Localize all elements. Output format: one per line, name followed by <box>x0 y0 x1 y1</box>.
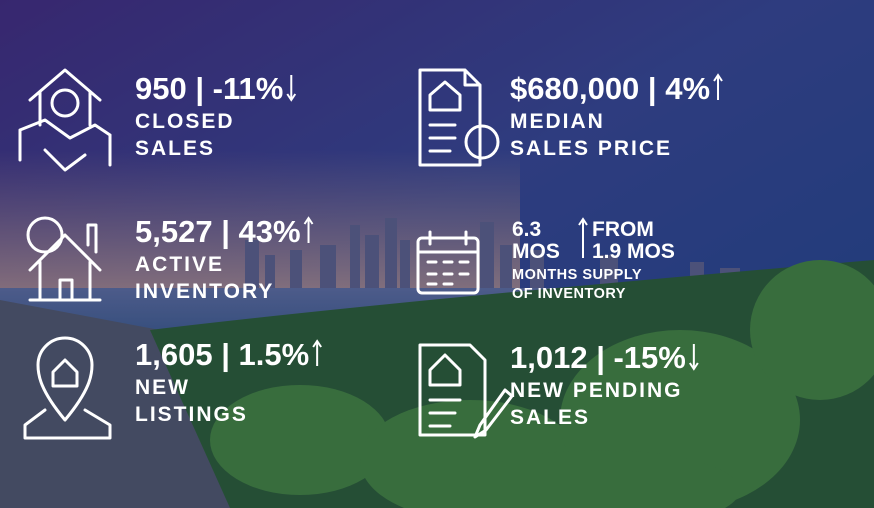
trend-arrowhead <box>312 339 322 348</box>
trend-arrowhead <box>713 73 723 82</box>
new-pending-icon <box>418 343 514 439</box>
stat-label: ACTIVE <box>135 253 224 276</box>
stat-headline: 5,527 | 43% <box>135 214 301 249</box>
months-label: MONTHS SUPPLY <box>512 267 642 283</box>
closed-sales-icon <box>18 68 112 172</box>
stat-headline: 1,012 | -15% <box>510 340 686 375</box>
active-inventory-icon <box>26 216 102 302</box>
months-change: FROM <box>592 218 654 241</box>
stat-label: SALES <box>510 406 590 429</box>
stat-label: LISTINGS <box>135 403 248 426</box>
stat-label: NEW PENDING <box>510 379 683 402</box>
months-value: MOS <box>512 240 560 263</box>
stat-label: SALES PRICE <box>510 137 672 160</box>
months-value: 6.3 <box>512 218 541 241</box>
months-change: 1.9 MOS <box>592 240 675 263</box>
icons <box>18 68 514 440</box>
months-label: OF INVENTORY <box>512 286 626 302</box>
stat-label: SALES <box>135 137 215 160</box>
stat-headline: 950 | -11% <box>135 71 283 106</box>
trend-arrowhead <box>689 362 699 371</box>
stat-label: INVENTORY <box>135 280 274 303</box>
trend-arrowhead <box>286 93 297 102</box>
stat-headline: 1,605 | 1.5% <box>135 337 309 372</box>
months-supply-icon <box>416 230 480 295</box>
trend-arrowhead <box>303 216 314 225</box>
trend-arrowhead <box>578 217 588 226</box>
stat-label: NEW <box>135 376 190 399</box>
median-price-icon <box>418 68 500 167</box>
stat-label: MEDIAN <box>510 110 605 133</box>
stat-headline: $680,000 | 4% <box>510 71 710 106</box>
new-listings-icon <box>23 336 112 440</box>
stat-label: CLOSED <box>135 110 235 133</box>
